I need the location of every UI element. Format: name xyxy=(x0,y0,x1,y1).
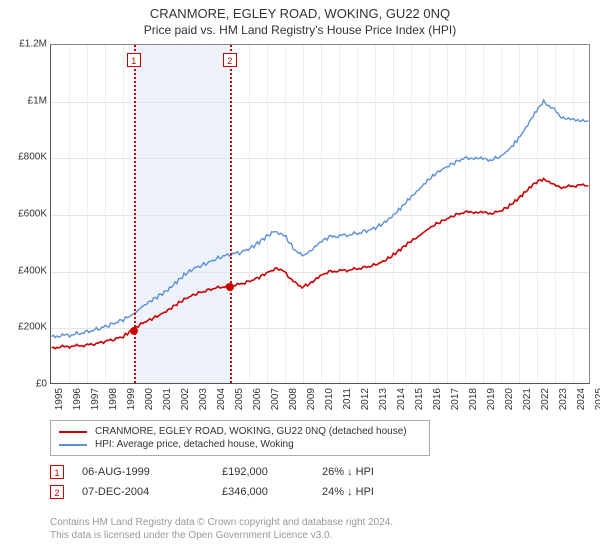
chart-container: CRANMORE, EGLEY ROAD, WOKING, GU22 0NQ P… xyxy=(0,0,600,560)
marker-point xyxy=(226,283,234,291)
x-tick-label: 2024 xyxy=(576,388,587,428)
x-tick-label: 2020 xyxy=(504,388,515,428)
marker-box: 2 xyxy=(223,53,237,67)
legend-label: HPI: Average price, detached house, Woki… xyxy=(95,439,294,450)
footnote: Contains HM Land Registry data © Crown c… xyxy=(50,516,590,542)
x-tick-label: 1999 xyxy=(126,388,137,428)
legend-swatch xyxy=(59,444,87,446)
marker-point xyxy=(130,327,138,335)
transaction-diff: 24% ↓ HPI xyxy=(322,486,422,498)
x-tick-label: 2021 xyxy=(522,388,533,428)
transactions-table: 1 06-AUG-1999£192,00026% ↓ HPI 2 07-DEC-200… xyxy=(50,462,590,502)
x-tick-label: 2022 xyxy=(540,388,551,428)
x-tick-label: 2009 xyxy=(306,388,317,428)
transaction-row: 2 07-DEC-2004£346,00024% ↓ HPI xyxy=(50,482,590,502)
marker-box: 1 xyxy=(127,53,141,67)
x-tick-label: 2018 xyxy=(468,388,479,428)
x-tick-label: 1998 xyxy=(108,388,119,428)
series-property xyxy=(52,178,589,348)
x-tick-label: 2011 xyxy=(342,388,353,428)
x-tick-label: 2007 xyxy=(270,388,281,428)
y-tick-label: £0 xyxy=(2,379,47,390)
x-tick-label: 1997 xyxy=(90,388,101,428)
transaction-price: £192,000 xyxy=(222,466,322,478)
footnote-line2: This data is licensed under the Open Gov… xyxy=(50,530,332,541)
x-tick-label: 2019 xyxy=(486,388,497,428)
x-tick-label: 2005 xyxy=(234,388,245,428)
x-tick-label: 1995 xyxy=(54,388,65,428)
y-tick-label: £1.2M xyxy=(2,39,47,50)
transaction-row: 1 06-AUG-1999£192,00026% ↓ HPI xyxy=(50,462,590,482)
x-tick-label: 1996 xyxy=(72,388,83,428)
x-tick-label: 2000 xyxy=(144,388,155,428)
footnote-line1: Contains HM Land Registry data © Crown c… xyxy=(50,517,393,528)
chart-title: CRANMORE, EGLEY ROAD, WOKING, GU22 0NQ xyxy=(0,0,600,21)
transaction-date: 07-DEC-2004 xyxy=(82,486,222,498)
x-tick-label: 2015 xyxy=(414,388,425,428)
y-tick-label: £800K xyxy=(2,152,47,163)
x-tick-label: 2013 xyxy=(378,388,389,428)
chart-subtitle: Price paid vs. HM Land Registry's House … xyxy=(0,21,600,41)
x-tick-label: 2010 xyxy=(324,388,335,428)
x-tick-label: 2004 xyxy=(216,388,227,428)
marker-dash xyxy=(230,45,232,383)
series-hpi xyxy=(52,100,589,337)
y-tick-label: £1M xyxy=(2,95,47,106)
x-tick-label: 2014 xyxy=(396,388,407,428)
transaction-marker: 2 xyxy=(50,485,64,499)
plot-area: 12 xyxy=(50,44,590,384)
x-tick-label: 2023 xyxy=(558,388,569,428)
y-tick-label: £200K xyxy=(2,322,47,333)
transaction-price: £346,000 xyxy=(222,486,322,498)
x-tick-label: 2002 xyxy=(180,388,191,428)
y-tick-label: £600K xyxy=(2,209,47,220)
transaction-marker: 1 xyxy=(50,465,64,479)
x-tick-label: 2006 xyxy=(252,388,263,428)
x-tick-label: 2003 xyxy=(198,388,209,428)
x-tick-label: 2017 xyxy=(450,388,461,428)
x-tick-label: 2008 xyxy=(288,388,299,428)
legend-swatch xyxy=(59,431,87,433)
legend-row: HPI: Average price, detached house, Woki… xyxy=(59,438,421,451)
x-tick-label: 2001 xyxy=(162,388,173,428)
x-tick-label: 2012 xyxy=(360,388,371,428)
y-tick-label: £400K xyxy=(2,265,47,276)
x-tick-label: 2016 xyxy=(432,388,443,428)
x-tick-label: 2025 xyxy=(594,388,600,428)
transaction-diff: 26% ↓ HPI xyxy=(322,466,422,478)
transaction-date: 06-AUG-1999 xyxy=(82,466,222,478)
